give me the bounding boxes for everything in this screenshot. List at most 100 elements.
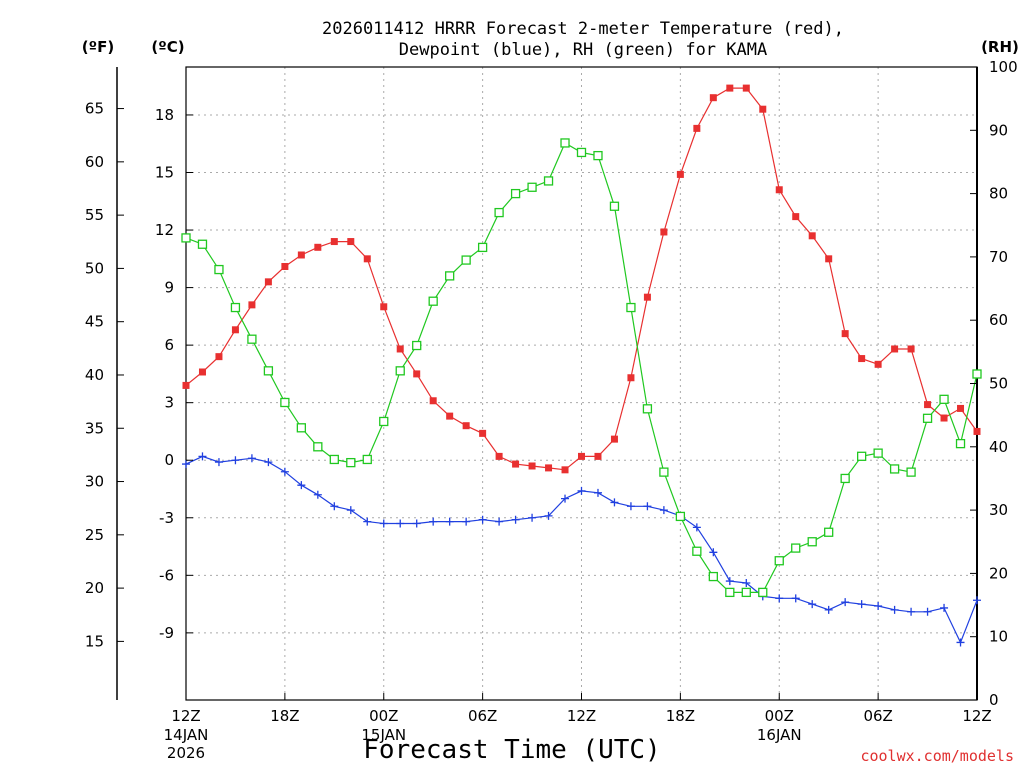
temperature-point [594,452,602,460]
x-tick-label: 06Z [468,707,497,725]
celsius-tick-label: -9 [159,624,174,642]
dewpoint-point [445,517,454,526]
x-tick-year-label: 2026 [167,744,205,762]
dewpoint-point [462,517,471,526]
rh-point [609,201,620,211]
rh-tick-label: 30 [989,501,1008,519]
rh-point [972,369,982,379]
dewpoint-point [561,494,570,503]
rh-point [741,587,751,598]
temperature-point [528,462,536,470]
fahrenheit-tick-label: 20 [85,579,104,597]
dewpoint-point [841,598,850,607]
temperature-point [347,238,355,246]
dewpoint-point [280,467,289,476]
rh-unit-label: (RH) [981,38,1019,56]
dewpoint-point [775,594,784,603]
rh-point [214,264,224,275]
x-axis-label: Forecast Time (UTC) [363,735,660,765]
x-tick-label: 00Z [369,707,398,725]
rh-point [477,242,488,253]
rh-point [494,207,504,218]
temperature-point [825,255,833,263]
rh-point [922,413,933,423]
rh-point [197,239,208,249]
rh-point [807,537,817,547]
fahrenheit-tick-label: 25 [85,526,104,544]
temperature-point [643,293,651,301]
temperature-point [660,228,668,236]
temperature-point [907,345,915,353]
temperature-point [759,105,767,113]
rh-tick-label: 70 [989,248,1008,266]
plot-frame [185,66,978,701]
celsius-tick-label: 15 [155,164,174,182]
rh-tick-label: 100 [989,58,1018,76]
fahrenheit-tick-label: 65 [85,100,104,118]
dewpoint-point [626,502,635,511]
dewpoint-point [429,517,438,526]
dewpoint-point [231,456,240,465]
temperature-point [792,213,800,221]
rh-point [692,546,702,556]
rh-tick-label: 40 [989,438,1008,456]
temperature-point [198,368,206,376]
rh-point [774,556,784,566]
rh-point [445,271,455,281]
dewpoint-point [643,502,652,511]
temperature-point [314,243,322,251]
dewpoint-point [956,638,965,647]
dewpoint-point [973,596,981,605]
rh-point [543,176,554,186]
temperature-point [413,370,421,378]
x-tick-label: 18Z [270,707,299,725]
rh-point [873,448,883,458]
rh-point [824,527,834,537]
celsius-tick-label: 12 [155,221,174,239]
rh-point [263,366,274,376]
temperature-point [380,303,388,311]
rh-tick-label: 60 [989,311,1008,329]
x-tick-label: 06Z [863,707,892,725]
temperature-point [429,397,437,405]
celsius-tick-label: -3 [159,509,174,527]
temperature-point [561,466,569,474]
temperature-point [940,414,948,422]
temperature-point [215,353,223,361]
celsius-tick-label: 0 [164,451,174,469]
dewpoint-point [808,600,817,609]
temperature-point [396,345,404,353]
celsius-tick-label: -6 [159,566,174,584]
temperature-point [627,374,635,382]
rh-tick-label: 10 [989,628,1008,646]
temperature-point [726,84,734,92]
dewpoint-point [297,481,306,490]
rh-point [362,454,372,465]
rh-point [725,587,735,598]
dewpoint-point [264,458,273,467]
temperature-point [874,360,882,368]
fahrenheit-tick-label: 40 [85,366,104,384]
temperature-point [446,412,454,420]
rh-point [346,457,356,468]
rh-point [247,334,257,344]
rh-point [461,255,471,265]
dewpoint-point [742,578,751,587]
temperature-point [973,427,981,435]
dewpoint-point [692,523,701,532]
temperature-point [512,460,520,468]
temperature-point [610,435,618,443]
temperature-point [545,464,553,472]
grid-layer [186,67,977,700]
rh-point [230,302,241,313]
rh-point [395,366,405,376]
temperature-point [808,232,816,240]
temperature-point [330,238,338,246]
dewpoint-point [890,605,899,614]
temperature-point [297,251,305,259]
dewpoint-point [725,577,734,586]
rh-point [642,404,653,414]
rh-point [329,454,339,465]
dewpoint-point [412,519,421,528]
